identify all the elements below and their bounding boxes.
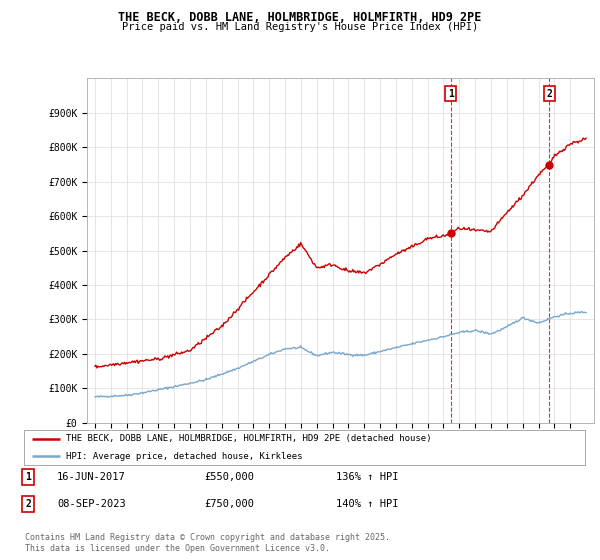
- Text: 08-SEP-2023: 08-SEP-2023: [57, 499, 126, 509]
- Text: THE BECK, DOBB LANE, HOLMBRIDGE, HOLMFIRTH, HD9 2PE: THE BECK, DOBB LANE, HOLMBRIDGE, HOLMFIR…: [118, 11, 482, 24]
- Text: 2: 2: [25, 499, 31, 509]
- Text: 136% ↑ HPI: 136% ↑ HPI: [336, 472, 398, 482]
- Text: 140% ↑ HPI: 140% ↑ HPI: [336, 499, 398, 509]
- Text: £550,000: £550,000: [204, 472, 254, 482]
- Text: 2: 2: [547, 89, 553, 99]
- Text: £750,000: £750,000: [204, 499, 254, 509]
- Text: 1: 1: [25, 472, 31, 482]
- Text: Price paid vs. HM Land Registry's House Price Index (HPI): Price paid vs. HM Land Registry's House …: [122, 22, 478, 32]
- Text: Contains HM Land Registry data © Crown copyright and database right 2025.
This d: Contains HM Land Registry data © Crown c…: [25, 533, 390, 553]
- Text: 1: 1: [448, 89, 454, 99]
- Text: 16-JUN-2017: 16-JUN-2017: [57, 472, 126, 482]
- Text: HPI: Average price, detached house, Kirklees: HPI: Average price, detached house, Kirk…: [66, 451, 302, 461]
- Text: THE BECK, DOBB LANE, HOLMBRIDGE, HOLMFIRTH, HD9 2PE (detached house): THE BECK, DOBB LANE, HOLMBRIDGE, HOLMFIR…: [66, 434, 431, 444]
